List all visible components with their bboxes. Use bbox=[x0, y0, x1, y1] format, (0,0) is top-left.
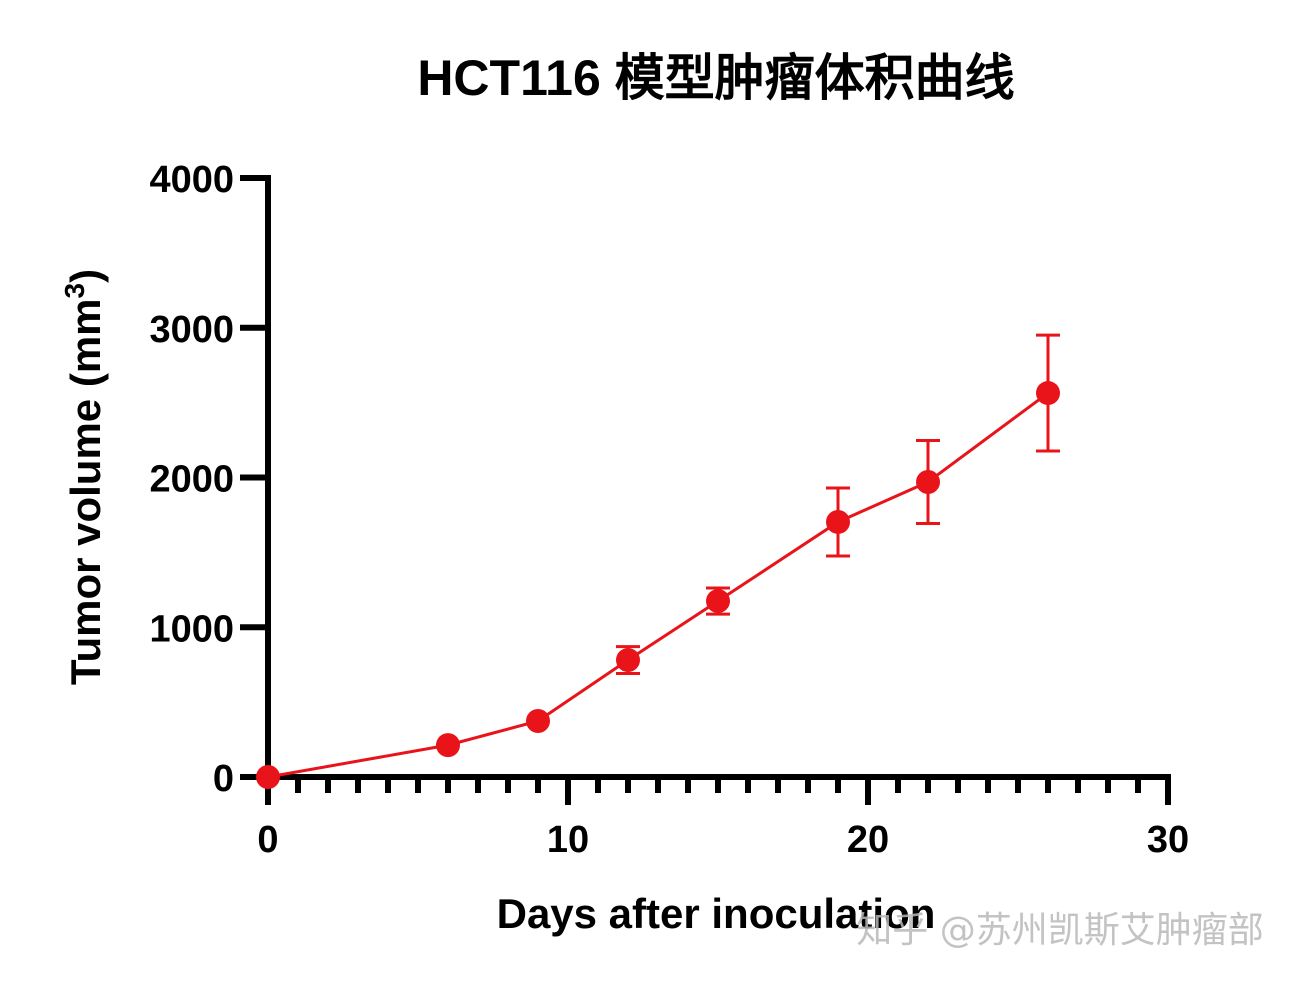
y-tick-labels: 0 1000 2000 3000 4000 bbox=[149, 159, 234, 800]
data-series bbox=[256, 333, 1060, 789]
x-tick-label: 20 bbox=[847, 819, 889, 861]
data-point-marker bbox=[256, 765, 280, 789]
y-tick-label: 4000 bbox=[149, 159, 234, 201]
x-tick-label: 0 bbox=[257, 819, 278, 861]
y-tick-label: 0 bbox=[213, 758, 234, 800]
x-tick-labels: 0 10 20 30 bbox=[257, 819, 1189, 861]
y-tick-label: 3000 bbox=[149, 309, 234, 351]
data-point-marker bbox=[826, 509, 850, 534]
y-axis-label-superscript: 3 bbox=[59, 283, 90, 299]
x-tick-label: 10 bbox=[547, 819, 589, 861]
y-axis-label-main: Tumor volume (mm bbox=[62, 298, 109, 685]
y-axis-label-close: ) bbox=[62, 269, 109, 283]
axes bbox=[240, 175, 1171, 805]
data-point-marker bbox=[706, 589, 730, 614]
chart-title: HCT116 模型肿瘤体积曲线 bbox=[417, 50, 1014, 106]
x-axis-label: Days after inoculation bbox=[497, 890, 936, 937]
y-tick-label: 2000 bbox=[149, 459, 234, 501]
data-point-marker bbox=[1036, 381, 1060, 406]
data-point-marker bbox=[526, 708, 550, 733]
data-point-marker bbox=[616, 648, 640, 673]
y-tick-label: 1000 bbox=[149, 608, 234, 650]
y-axis-label: Tumor volume (mm3) bbox=[59, 269, 109, 685]
data-point-marker bbox=[916, 469, 940, 494]
watermark: 知乎 @苏州凯斯艾肿瘤部 bbox=[856, 910, 1263, 951]
series-line bbox=[267, 391, 1049, 779]
x-tick-label: 30 bbox=[1147, 819, 1189, 861]
data-point-marker bbox=[436, 733, 460, 758]
